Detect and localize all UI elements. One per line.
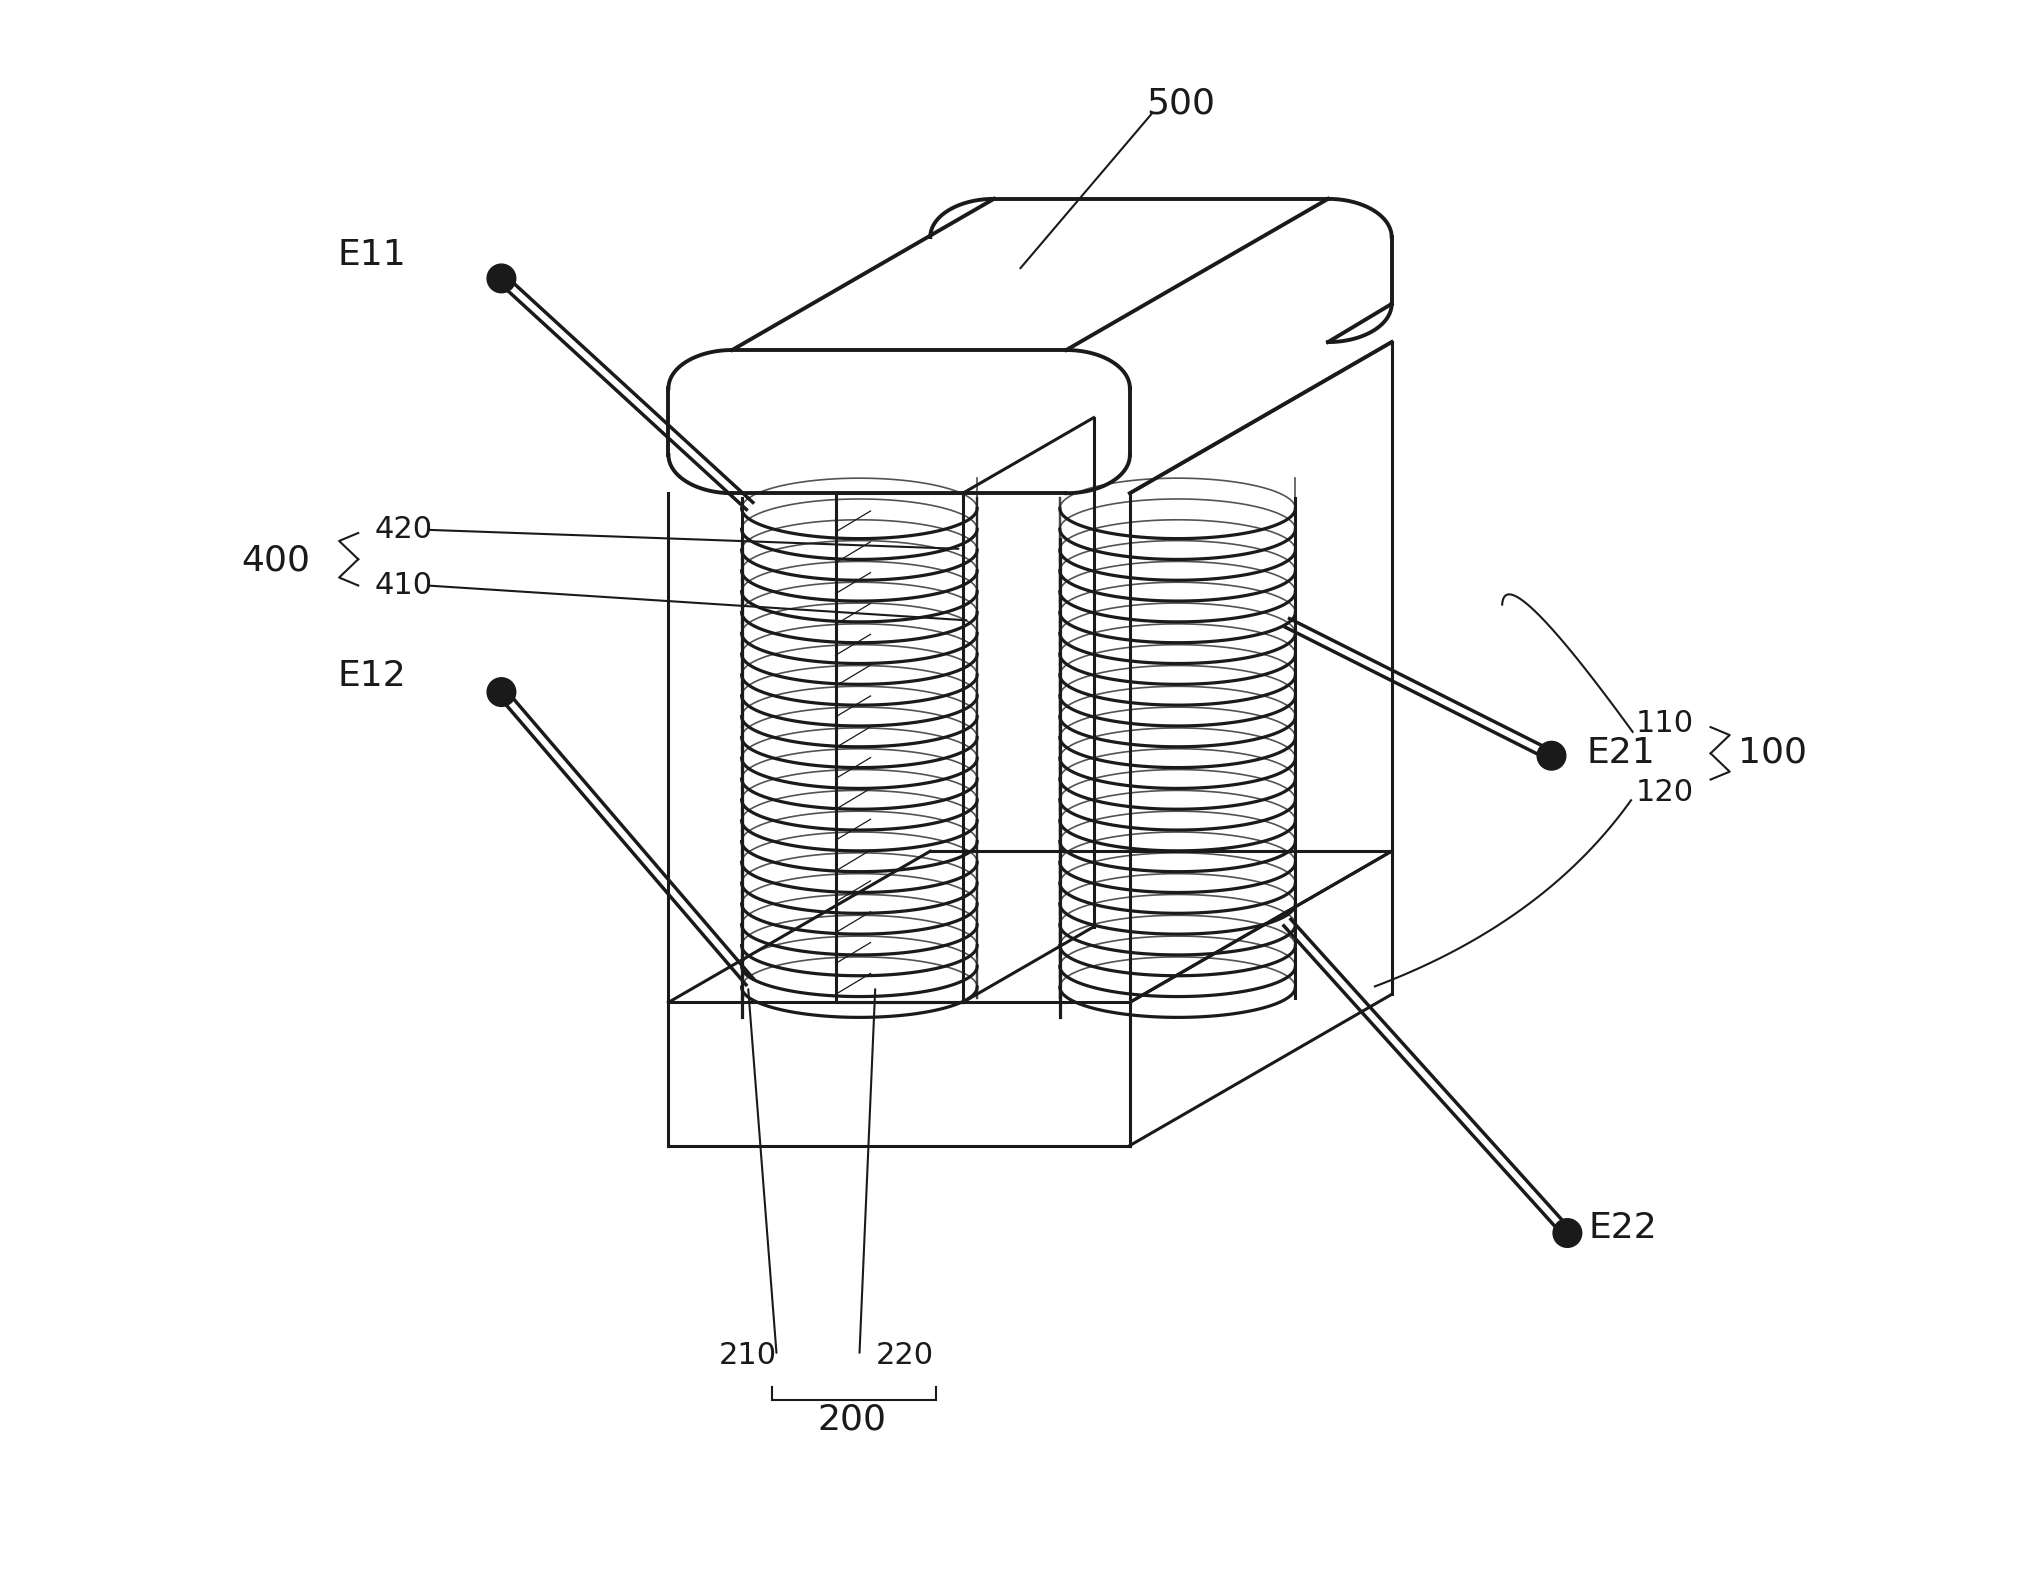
Text: E12: E12 xyxy=(338,659,405,694)
Circle shape xyxy=(487,264,515,293)
Text: 500: 500 xyxy=(1145,86,1214,121)
Circle shape xyxy=(1552,1219,1581,1247)
Circle shape xyxy=(487,678,515,706)
Text: 210: 210 xyxy=(719,1341,776,1370)
Circle shape xyxy=(1538,741,1566,770)
Text: E21: E21 xyxy=(1587,735,1656,770)
Text: 400: 400 xyxy=(242,543,310,578)
Text: 420: 420 xyxy=(375,515,432,544)
Text: 220: 220 xyxy=(876,1341,933,1370)
Text: E11: E11 xyxy=(338,237,405,272)
Text: 120: 120 xyxy=(1636,778,1695,807)
Text: 200: 200 xyxy=(817,1402,886,1437)
Text: 410: 410 xyxy=(375,571,432,600)
Text: 110: 110 xyxy=(1636,710,1695,738)
Text: E22: E22 xyxy=(1589,1211,1656,1246)
Text: 100: 100 xyxy=(1738,735,1807,770)
